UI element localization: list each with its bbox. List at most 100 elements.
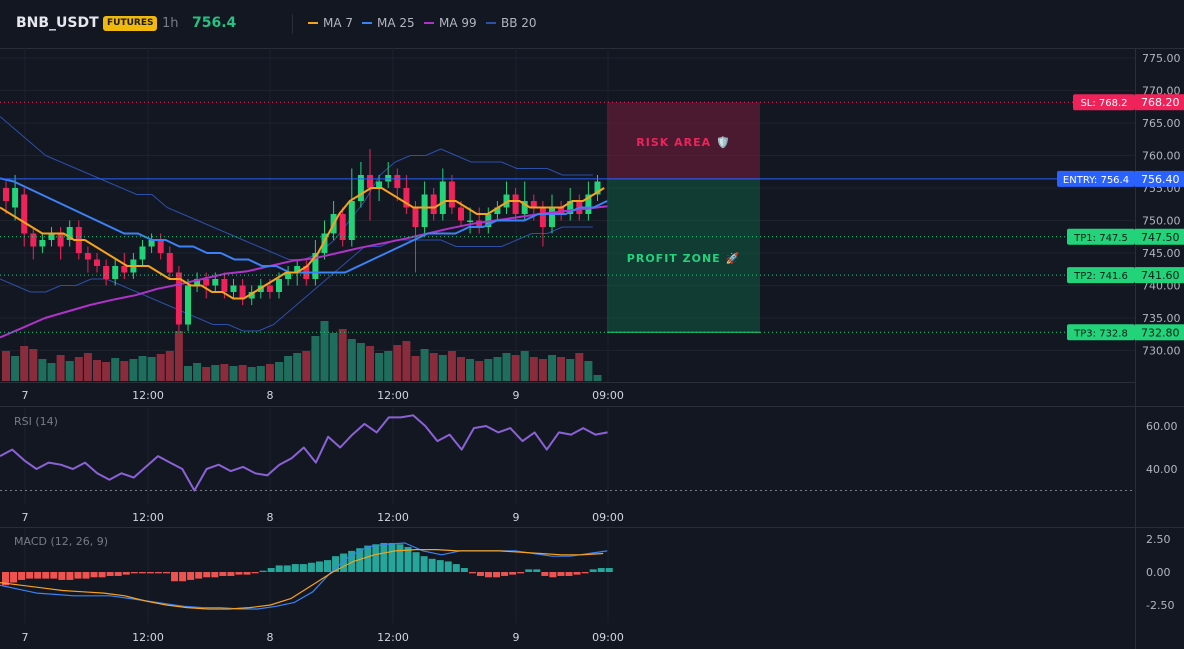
macd-histogram-bar	[436, 560, 444, 572]
legend-ma7-swatch	[308, 21, 318, 24]
time-axis-tick: 8	[267, 389, 274, 402]
volume-bar	[74, 357, 83, 381]
candle-body	[276, 279, 282, 292]
candle-body	[166, 253, 173, 273]
volume-bar	[457, 357, 465, 381]
price-axis-tick: 750.00	[1142, 215, 1181, 228]
volume-bar	[475, 361, 484, 381]
macd-histogram-bar	[589, 569, 597, 572]
take-profit-1-tag[interactable]	[1067, 228, 1135, 245]
ma7-line	[0, 187, 605, 300]
macd-histogram-bar	[114, 572, 122, 576]
take-profit-2-price-label	[1135, 267, 1184, 284]
candle-body	[539, 207, 546, 227]
candle-body	[412, 207, 419, 227]
macd-histogram-bar	[380, 542, 388, 572]
volume-bar	[411, 356, 420, 381]
candle-body	[21, 194, 28, 234]
stop-loss-tag[interactable]	[1073, 94, 1135, 111]
macd-histogram-bar	[404, 546, 412, 572]
volume-bar	[520, 351, 529, 381]
candle-body	[348, 201, 355, 240]
macd-histogram-bar	[227, 572, 235, 576]
volume-bar	[447, 351, 456, 381]
time-axis-tick: 12:00	[132, 389, 164, 402]
stop-loss-price-text: 768.20	[1141, 96, 1180, 109]
take-profit-1-price-text: 747.50	[1141, 231, 1180, 244]
candle-body	[248, 292, 255, 299]
symbol-name[interactable]: BNB_USDT	[16, 15, 99, 31]
price-axis-tick: 735.00	[1142, 312, 1181, 325]
macd-histogram-bar	[315, 561, 323, 572]
time-axis-tick: 12:00	[377, 631, 409, 644]
candle-body	[157, 240, 164, 253]
time-axis-tick: 12:00	[132, 631, 164, 644]
entry-price-text: 756.40	[1141, 173, 1180, 186]
macd-histogram-bar	[2, 572, 9, 586]
macd-histogram-bar	[565, 572, 573, 576]
candle-body	[84, 253, 91, 260]
legend-ma99[interactable]: MA 99	[424, 16, 477, 30]
entry-tag[interactable]	[1057, 170, 1135, 187]
header-divider	[292, 14, 293, 34]
volume-bar	[156, 354, 165, 381]
legend-bb20-swatch	[486, 21, 496, 24]
volume-bar	[29, 349, 38, 381]
volume-bar	[83, 353, 92, 381]
macd-histogram-bar	[259, 570, 267, 572]
macd-histogram-bar	[452, 564, 460, 572]
ma25-line	[0, 177, 608, 274]
take-profit-3-tag[interactable]	[1067, 324, 1135, 341]
volume-bar	[502, 353, 511, 381]
candle-body	[494, 207, 501, 214]
time-axis-tick: 8	[267, 511, 274, 524]
macd-histogram-bar	[66, 572, 74, 580]
macd-histogram-bar	[412, 552, 420, 572]
candle-body	[12, 188, 19, 208]
volume-bar	[11, 356, 20, 381]
price-axis-tick: 775.00	[1142, 52, 1181, 65]
take-profit-1-price-label	[1135, 228, 1184, 245]
candle-body	[139, 246, 146, 260]
time-axis-tick: 9	[513, 511, 520, 524]
volume-bar	[329, 333, 338, 381]
volume-bar	[165, 351, 174, 381]
candle-body	[357, 175, 364, 201]
macd-histogram-bar	[34, 572, 42, 579]
macd-histogram-bar	[26, 572, 34, 579]
timeframe-label[interactable]: 1h	[162, 16, 179, 31]
risk-area-zone[interactable]	[607, 102, 760, 179]
candle-body	[421, 194, 428, 227]
legend-ma25[interactable]: MA 25	[362, 16, 415, 30]
macd-histogram-bar	[581, 572, 589, 574]
candle-body	[503, 194, 510, 208]
volume-bar	[20, 346, 29, 381]
volume-bar	[429, 353, 438, 381]
candle-body	[430, 194, 437, 214]
volume-bar	[366, 346, 374, 381]
volume-bar	[2, 351, 10, 381]
macd-histogram-bar	[485, 572, 492, 578]
macd-histogram-bar	[187, 572, 195, 580]
time-axis-tick: 7	[22, 389, 29, 402]
candle-body	[39, 240, 46, 247]
macd-histogram-bar	[130, 572, 138, 574]
macd-histogram-bar	[203, 572, 211, 578]
macd-histogram-bar	[468, 572, 476, 574]
bb-lower-line	[0, 226, 593, 332]
macd-axis-tick: 2.50	[1146, 533, 1171, 546]
volume-bar	[202, 367, 211, 381]
volume-bar	[529, 357, 538, 381]
macd-histogram-bar	[573, 572, 581, 575]
legend-ma25-swatch	[362, 21, 372, 24]
legend-ma7[interactable]: MA 7	[308, 16, 353, 30]
volume-bar	[438, 355, 447, 381]
legend-bb20[interactable]: BB 20	[486, 16, 537, 30]
profit-zone[interactable]	[607, 178, 760, 333]
take-profit-2-tag[interactable]	[1067, 267, 1135, 284]
volume-bar	[347, 339, 356, 381]
stop-loss-tag-text: SL: 768.2	[1080, 98, 1127, 109]
candle-body	[448, 181, 455, 208]
volume-bar	[557, 357, 566, 381]
